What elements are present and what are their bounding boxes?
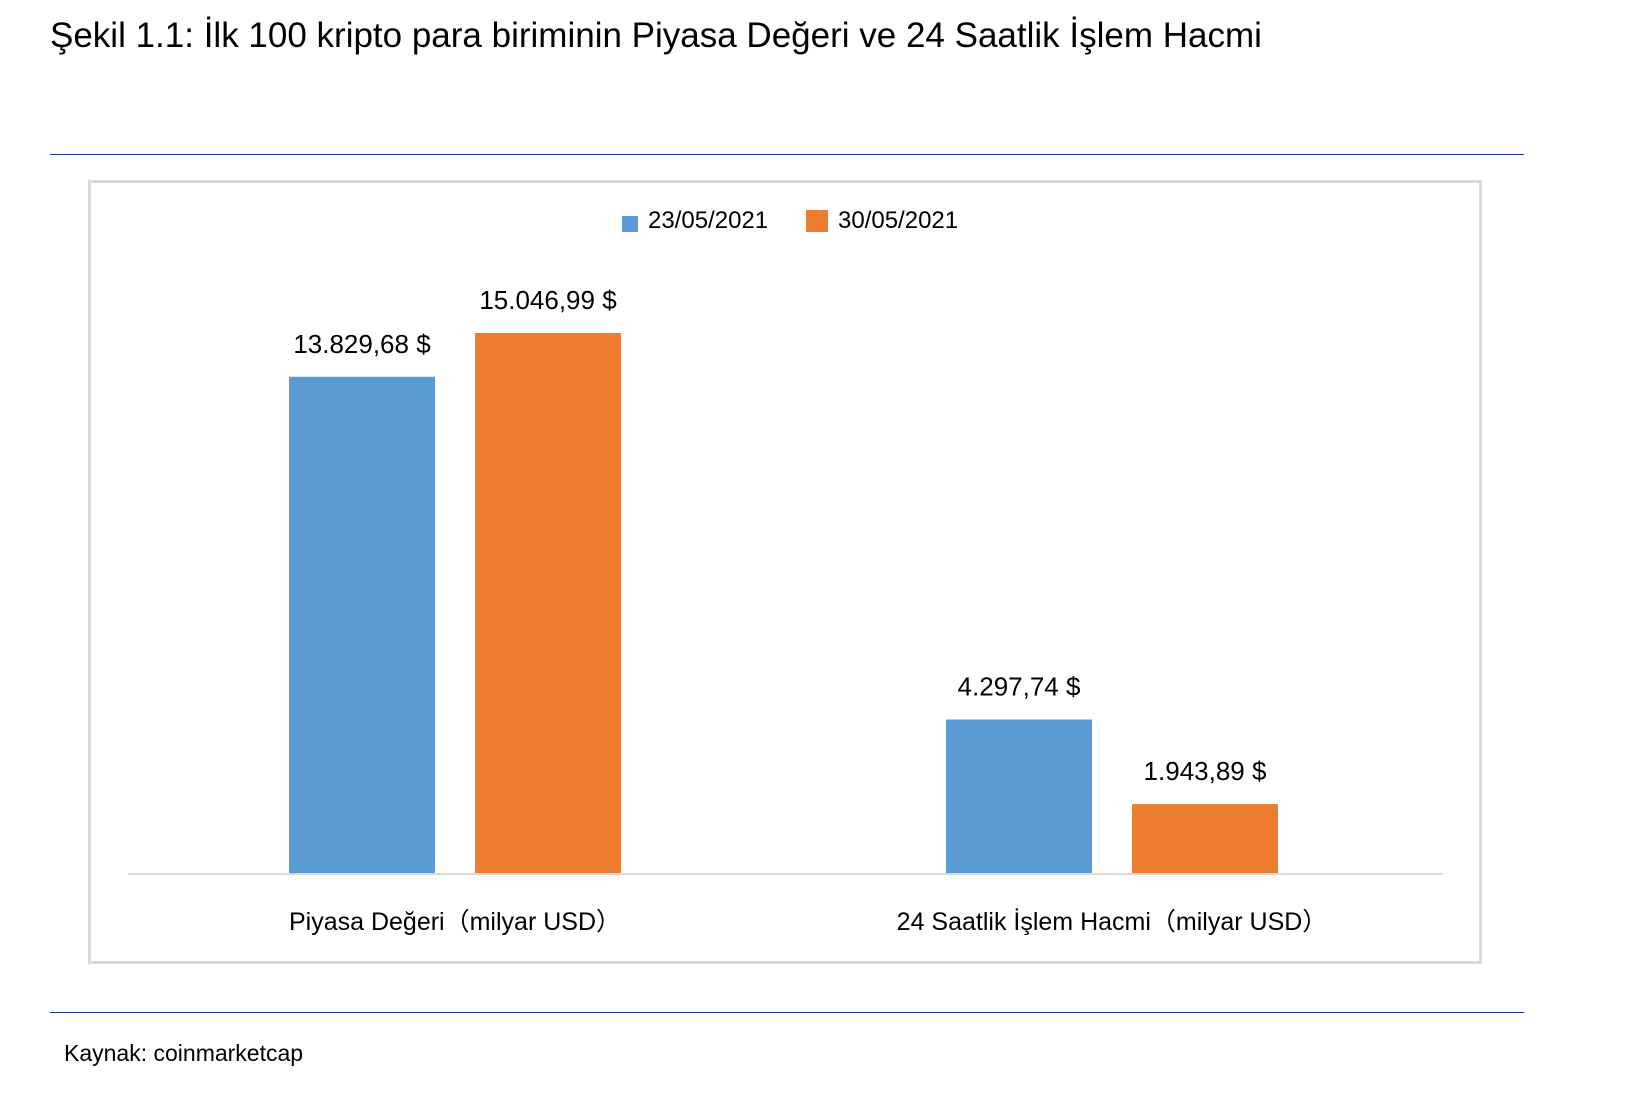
legend-swatch-1 bbox=[622, 216, 638, 232]
value-labels-group: 13.829,68 $ 15.046,99 $ 4.297,74 $ 1.943,89… bbox=[293, 285, 1267, 786]
bar-1-series-2 bbox=[475, 333, 621, 874]
value-label-2-1: 4.297,74 $ bbox=[958, 671, 1081, 701]
source-note: Kaynak: coinmarketcap bbox=[64, 1040, 304, 1066]
value-label-1-2: 15.046,99 $ bbox=[479, 285, 617, 315]
value-label-1-1: 13.829,68 $ bbox=[293, 329, 431, 359]
legend-label-2: 30/05/2021 bbox=[838, 207, 958, 234]
legend-swatch-2 bbox=[806, 210, 828, 232]
category-labels-group: Piyasa Değeri（milyar USD） 24 Saatlik İşle… bbox=[289, 907, 1327, 936]
legend: 23/05/2021 30/05/2021 bbox=[622, 207, 958, 234]
legend-label-1: 23/05/2021 bbox=[648, 207, 768, 234]
category-label-2: 24 Saatlik İşlem Hacmi（milyar USD） bbox=[897, 907, 1328, 936]
bar-2-series-1 bbox=[946, 719, 1092, 874]
category-label-1: Piyasa Değeri（milyar USD） bbox=[289, 908, 621, 936]
figure-title: Şekil 1.1: İlk 100 kripto para biriminin… bbox=[50, 16, 1262, 55]
bar-2-series-2 bbox=[1132, 804, 1278, 874]
bottom-rule bbox=[50, 1012, 1524, 1013]
bar-1-series-1 bbox=[289, 376, 435, 874]
value-label-2-2: 1.943,89 $ bbox=[1144, 756, 1267, 786]
bars-group bbox=[289, 333, 1278, 874]
top-rule bbox=[50, 154, 1524, 155]
